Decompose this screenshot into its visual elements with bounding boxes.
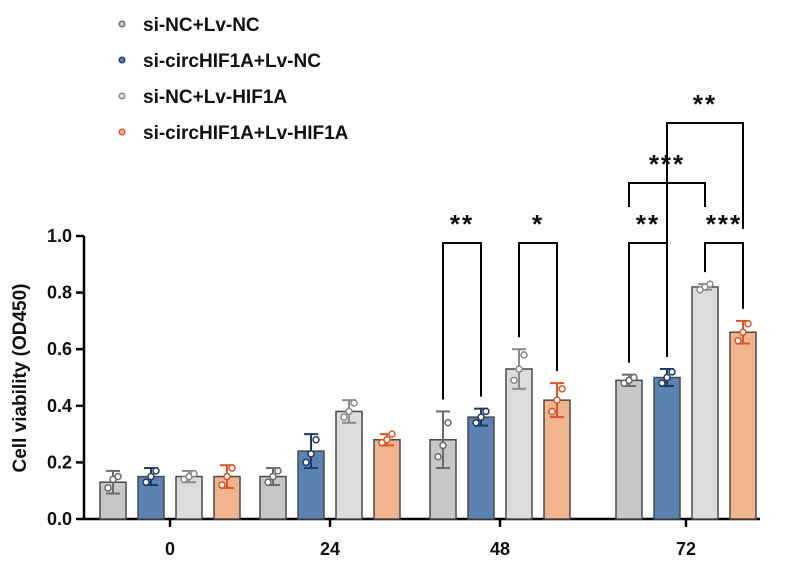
legend-label: si-NC+Lv-HIF1A	[143, 87, 287, 108]
y-tick-label: 0.2	[47, 452, 72, 472]
data-point	[345, 407, 353, 416]
data-point	[350, 399, 358, 407]
y-tick-label: 0.6	[47, 339, 72, 359]
significance-annotations: ** * ** ********	[442, 89, 744, 400]
data-point	[307, 450, 315, 458]
significance-label: *	[532, 209, 544, 239]
data-point	[383, 436, 391, 444]
data-point	[734, 336, 742, 345]
y-axis-label: Cell viability (OD450)	[10, 283, 31, 472]
data-point	[520, 351, 528, 359]
bar	[691, 286, 719, 520]
legend-label: si-circHIF1A+Lv-NC	[143, 51, 321, 72]
data-point	[439, 441, 447, 450]
data-point	[274, 467, 282, 475]
legend: si-NC+Lv-NC si-circHIF1A+Lv-NC si-NC+Lv-HI…	[118, 15, 349, 144]
data-point	[104, 484, 112, 492]
significance-bracket	[442, 242, 482, 400]
data-point	[340, 413, 348, 421]
x-tick-label: 72	[676, 539, 696, 559]
y-tick-label: 0.4	[47, 396, 72, 416]
data-point	[312, 436, 320, 444]
bar	[615, 379, 643, 520]
data-point	[706, 280, 714, 288]
significance-bracket	[704, 242, 744, 309]
data-point	[663, 373, 671, 382]
data-point	[515, 365, 523, 373]
bar	[373, 439, 401, 520]
y-tick-label: 1.0	[47, 226, 72, 246]
data-point	[472, 419, 480, 427]
significance-bracket	[666, 122, 744, 270]
bar	[653, 376, 681, 520]
significance-label: ***	[706, 209, 742, 239]
data-point	[152, 467, 160, 475]
data-point	[668, 368, 676, 376]
data-point	[223, 472, 231, 481]
significance-bracket	[628, 242, 668, 363]
bars	[99, 280, 757, 520]
data-point	[548, 407, 556, 416]
significance-label: **	[693, 89, 717, 119]
legend-label: si-circHIF1A+Lv-HIF1A	[143, 123, 349, 144]
data-point	[388, 430, 396, 438]
significance-bracket	[518, 242, 558, 372]
legend-marker	[118, 20, 126, 28]
data-point	[142, 478, 150, 486]
data-point	[269, 472, 277, 481]
data-point	[744, 319, 752, 328]
bar	[505, 368, 533, 520]
data-point	[434, 452, 442, 461]
x-axis: 0 24 48 72	[84, 517, 760, 559]
y-tick-label: 0.0	[47, 509, 72, 529]
data-point	[444, 419, 452, 427]
data-point	[630, 373, 638, 382]
significance-label: **	[450, 209, 474, 239]
bar	[467, 416, 495, 520]
x-tick-label: 24	[320, 539, 340, 559]
data-point	[558, 385, 566, 393]
data-point	[302, 458, 310, 467]
legend-label: si-NC+Lv-NC	[143, 15, 260, 36]
data-point	[228, 464, 236, 472]
data-point	[218, 481, 226, 489]
legend-marker	[118, 56, 126, 64]
x-tick-label: 48	[490, 539, 510, 559]
bar	[543, 399, 571, 520]
data-point	[553, 396, 561, 404]
x-tick-label: 0	[165, 539, 175, 559]
data-point	[482, 407, 490, 416]
significance-label: **	[636, 209, 660, 239]
legend-marker	[118, 128, 126, 136]
data-point	[658, 379, 666, 387]
y-tick-label: 0.8	[47, 283, 72, 303]
legend-marker	[118, 92, 126, 100]
y-axis: 0.0 0.2 0.4 0.6 0.8 1.0	[47, 226, 86, 529]
data-point	[739, 328, 747, 336]
data-point	[510, 376, 518, 385]
data-point	[477, 413, 485, 421]
data-point	[264, 478, 272, 486]
bar	[335, 410, 363, 520]
data-point	[114, 472, 122, 481]
bar	[729, 331, 757, 520]
data-point	[147, 472, 155, 481]
data-point	[190, 469, 198, 478]
